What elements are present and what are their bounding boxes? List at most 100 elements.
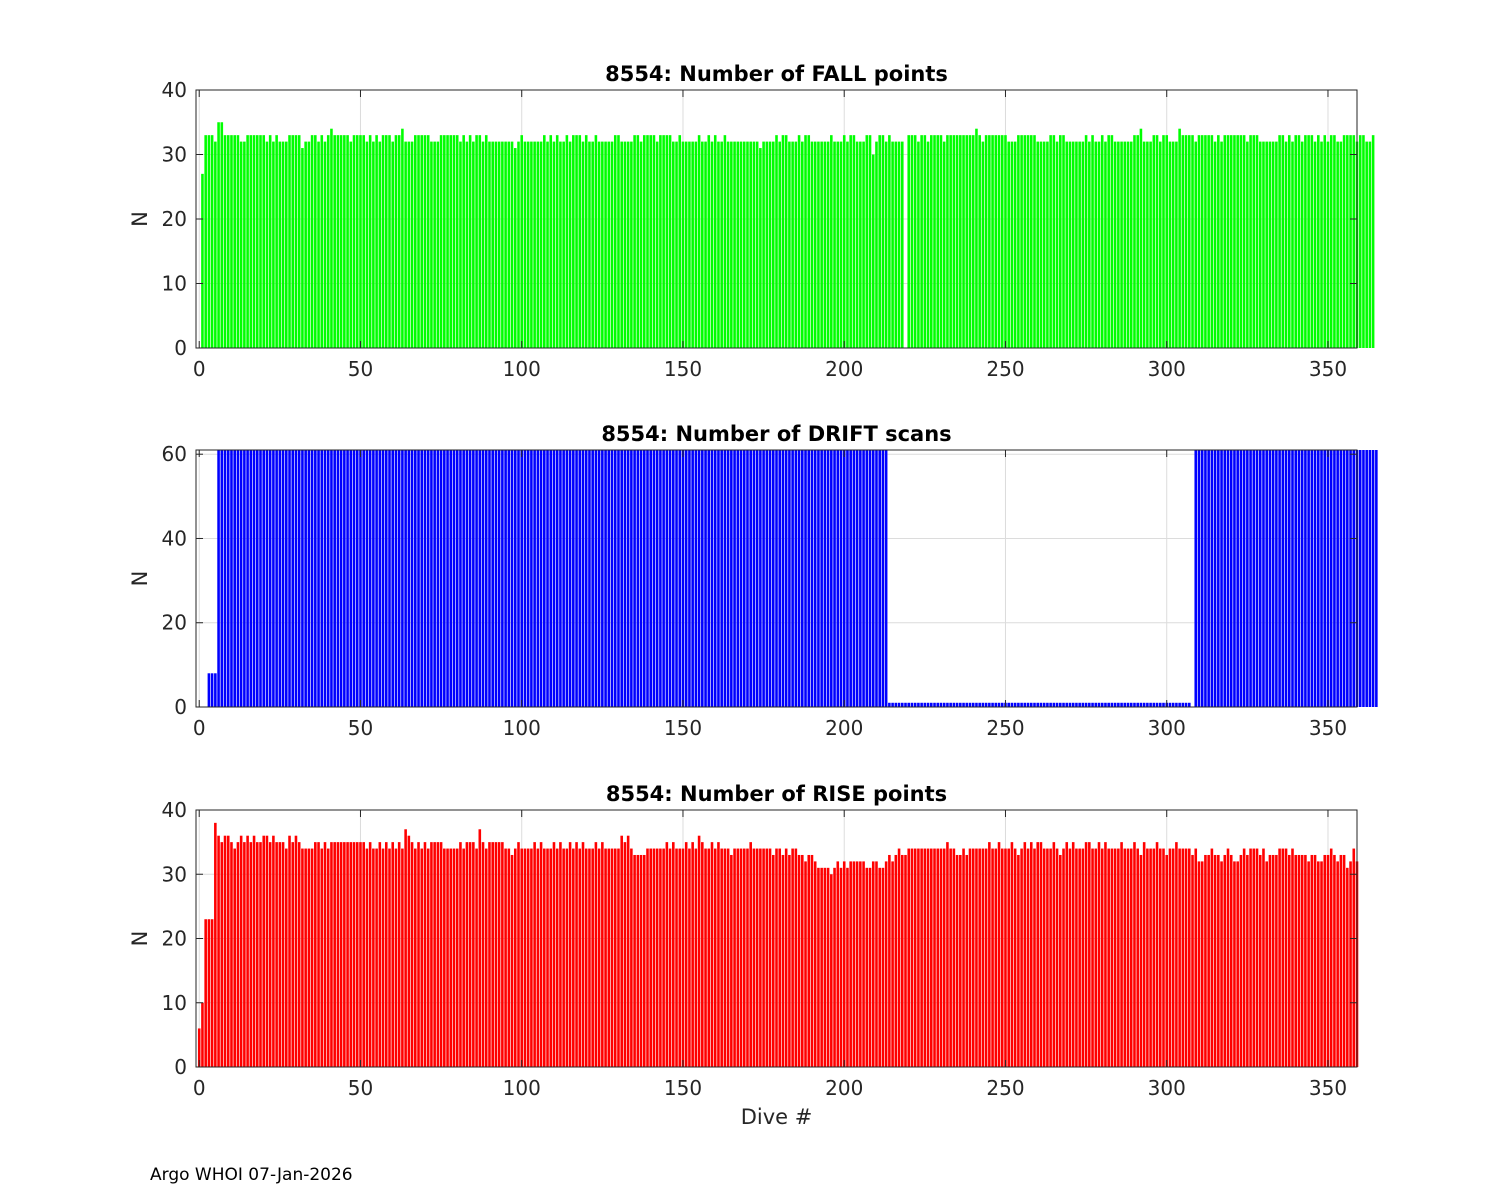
bar xyxy=(243,450,246,707)
bar xyxy=(984,702,988,707)
bar xyxy=(723,848,727,1067)
bar xyxy=(649,450,653,707)
chart-title: 8554: Number of RISE points xyxy=(606,782,947,806)
bar xyxy=(581,842,585,1067)
bar xyxy=(546,450,549,707)
bar xyxy=(642,135,646,348)
bar xyxy=(417,135,420,348)
bar xyxy=(933,135,936,348)
bar xyxy=(910,135,914,348)
bar xyxy=(817,450,820,707)
bar xyxy=(755,450,759,707)
bar xyxy=(688,848,691,1067)
bar xyxy=(223,135,227,348)
bar xyxy=(836,861,840,1067)
bar xyxy=(1300,450,1304,707)
bar xyxy=(597,450,601,707)
bar xyxy=(620,835,623,1067)
bar xyxy=(897,141,901,348)
bar xyxy=(359,450,362,707)
x-tick-label: 100 xyxy=(503,716,541,740)
bar xyxy=(339,450,343,707)
bar xyxy=(543,135,546,348)
bar xyxy=(978,135,981,348)
bar xyxy=(742,450,746,707)
bar xyxy=(1329,848,1333,1067)
bar xyxy=(997,702,1001,707)
bar xyxy=(465,842,469,1067)
bar xyxy=(691,842,694,1067)
bar xyxy=(936,135,940,348)
bar xyxy=(1110,702,1114,707)
bar xyxy=(304,450,307,707)
bar xyxy=(852,861,856,1067)
bar xyxy=(1175,141,1178,348)
bar xyxy=(817,867,820,1067)
bar xyxy=(249,842,253,1067)
bar xyxy=(468,135,472,348)
bar xyxy=(778,450,782,707)
bar xyxy=(1094,141,1098,348)
bar xyxy=(1349,135,1352,348)
bar xyxy=(223,835,227,1067)
bar xyxy=(1281,450,1285,707)
bar xyxy=(739,450,743,707)
bar xyxy=(597,141,601,348)
bar xyxy=(1242,848,1246,1067)
bar xyxy=(562,141,565,348)
bar xyxy=(1000,848,1004,1067)
bar xyxy=(333,135,336,348)
bar xyxy=(765,450,769,707)
bar xyxy=(855,861,859,1067)
bar xyxy=(1184,848,1188,1067)
x-tick-label: 300 xyxy=(1148,357,1186,381)
bar xyxy=(897,848,901,1067)
bar xyxy=(484,848,488,1067)
bar xyxy=(430,450,433,707)
bar xyxy=(1155,702,1159,707)
bar xyxy=(846,450,849,707)
bar xyxy=(697,835,701,1067)
bar xyxy=(1304,854,1307,1067)
bar xyxy=(1042,141,1046,348)
bar xyxy=(336,135,340,348)
bar xyxy=(262,450,266,707)
bar xyxy=(1336,861,1339,1067)
bar xyxy=(501,842,504,1067)
bar xyxy=(526,450,530,707)
bar xyxy=(520,135,524,348)
bar xyxy=(233,135,236,348)
bar xyxy=(452,848,456,1067)
bar xyxy=(1242,135,1246,348)
bar xyxy=(336,450,340,707)
bar xyxy=(336,842,340,1067)
bar xyxy=(1081,848,1085,1067)
bar xyxy=(971,135,975,348)
bar xyxy=(349,842,353,1067)
bar xyxy=(1039,842,1043,1067)
bar xyxy=(1010,842,1014,1067)
y-axis-label: N xyxy=(128,571,152,587)
x-tick-label: 200 xyxy=(825,716,863,740)
bar xyxy=(1020,848,1023,1067)
bar xyxy=(878,450,881,707)
bar xyxy=(826,141,830,348)
bar xyxy=(833,450,836,707)
bar xyxy=(736,450,740,707)
bar xyxy=(430,141,433,348)
bar xyxy=(1213,854,1217,1067)
bar xyxy=(384,842,388,1067)
bar xyxy=(1113,141,1117,348)
bar xyxy=(288,835,291,1067)
bar xyxy=(794,141,798,348)
bar xyxy=(488,141,491,348)
bar xyxy=(997,135,1001,348)
y-tick-label: 0 xyxy=(174,1055,187,1079)
bar xyxy=(1281,135,1285,348)
bar xyxy=(1123,141,1127,348)
bar xyxy=(555,848,559,1067)
bar xyxy=(488,842,491,1067)
bar xyxy=(439,450,443,707)
bar xyxy=(620,141,623,348)
bar xyxy=(1004,135,1007,348)
